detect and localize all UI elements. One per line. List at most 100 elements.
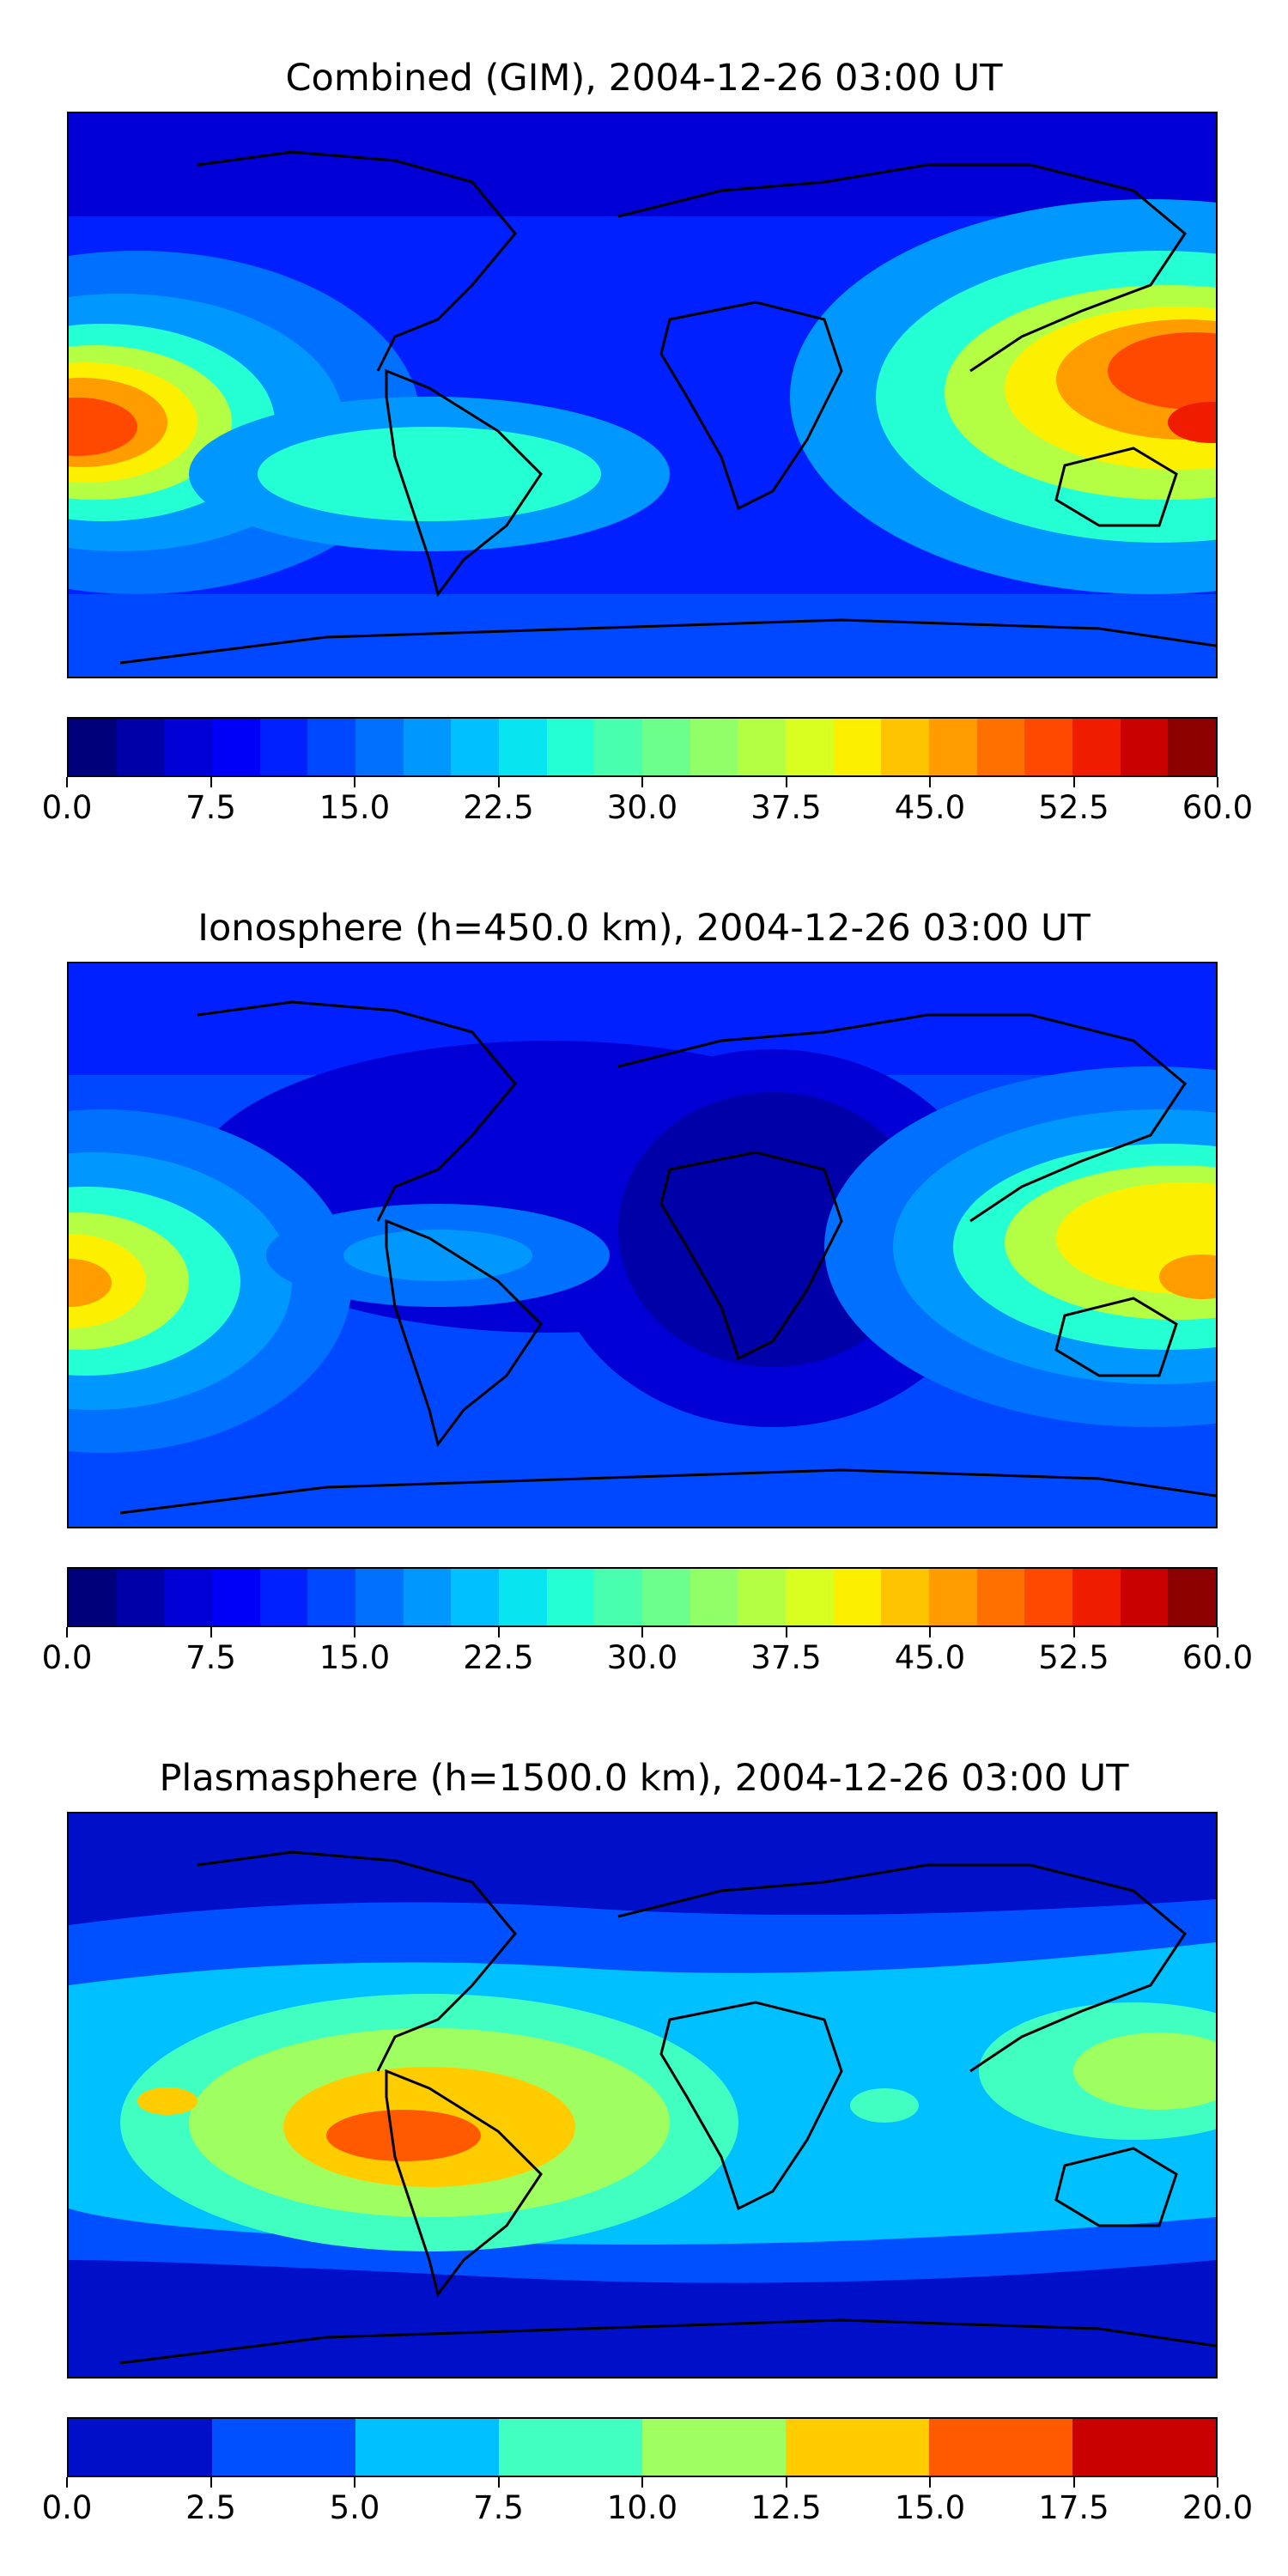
colorbar-segment <box>69 719 117 775</box>
colorbar-segment <box>1072 719 1121 775</box>
colorbar-tick <box>497 777 500 787</box>
colorbar-tick-label: 60.0 <box>1182 789 1254 826</box>
panel-3-title: Plasmasphere (h=1500.0 km), 2004-12-26 0… <box>159 1757 1129 1800</box>
colorbar-segment <box>116 719 165 775</box>
colorbar-tick <box>1217 1627 1218 1637</box>
colorbar-tick <box>929 1627 931 1637</box>
colorbar-tick <box>641 2477 643 2488</box>
colorbar-segment <box>786 1569 834 1625</box>
colorbar-segment <box>164 719 213 775</box>
panel-2-colorbar-ticks: 0.0 7.5 15.0 22.5 30.0 37.5 45.0 52.5 60.0 <box>42 1627 1253 1676</box>
colorbar-segment <box>833 719 882 775</box>
colorbar-tick-label: 0.0 <box>41 789 93 826</box>
colorbar-segment <box>116 1569 165 1625</box>
colorbar-segment <box>642 2419 786 2476</box>
colorbar-tick-label: 30.0 <box>606 1639 678 1676</box>
colorbar-tick-label: 0.0 <box>41 2489 93 2526</box>
colorbar-segment <box>212 1569 260 1625</box>
colorbar-tick <box>210 2477 212 2488</box>
colorbar-tick <box>929 777 931 787</box>
colorbar-tick-label: 22.5 <box>463 1639 534 1676</box>
colorbar-tick <box>1072 2477 1075 2488</box>
colorbar-tick <box>66 2477 68 2488</box>
colorbar-tick-label: 37.5 <box>750 789 822 826</box>
colorbar-tick-label: 52.5 <box>1038 1639 1109 1676</box>
colorbar-tick-label: 30.0 <box>606 789 678 826</box>
colorbar-tick <box>641 777 643 787</box>
colorbar-segment <box>355 719 404 775</box>
panel-1-map <box>67 112 1218 678</box>
colorbar-segment <box>259 1569 308 1625</box>
colorbar-segment <box>1072 1569 1121 1625</box>
colorbar-segment <box>1024 1569 1073 1625</box>
colorbar-tick-label: 45.0 <box>894 1639 966 1676</box>
colorbar-segment <box>355 1569 404 1625</box>
colorbar-tick-label: 17.5 <box>1038 2489 1109 2526</box>
colorbar-segment <box>929 719 977 775</box>
panel-1-colorbar <box>67 717 1218 777</box>
colorbar-segment <box>738 719 787 775</box>
colorbar-segment <box>690 719 738 775</box>
colorbar-segment <box>307 719 356 775</box>
colorbar-tick <box>785 2477 787 2488</box>
colorbar-segment <box>546 1569 595 1625</box>
colorbar-tick <box>497 1627 500 1637</box>
colorbar-tick-label: 22.5 <box>463 789 534 826</box>
panel-1-title: Combined (GIM), 2004-12-26 03:00 UT <box>285 57 1003 100</box>
colorbar-tick <box>641 1627 643 1637</box>
colorbar-segment <box>69 1569 117 1625</box>
colorbar-tick <box>1217 2477 1218 2488</box>
colorbar-tick <box>497 2477 500 2488</box>
colorbar-segment <box>786 2419 929 2476</box>
colorbar-tick <box>354 1627 355 1637</box>
colorbar-segment <box>451 719 500 775</box>
colorbar-tick <box>929 2477 931 2488</box>
colorbar-tick-label: 60.0 <box>1182 1639 1254 1676</box>
colorbar-segment <box>642 719 690 775</box>
panel-2-title: Ionosphere (h=450.0 km), 2004-12-26 03:0… <box>197 907 1091 950</box>
colorbar-tick-label: 52.5 <box>1038 789 1109 826</box>
colorbar-tick-label: 12.5 <box>750 2489 822 2526</box>
colorbar-tick-label: 5.0 <box>329 2489 380 2526</box>
colorbar-tick <box>1072 1627 1075 1637</box>
panel-2-colorbar <box>67 1567 1218 1627</box>
colorbar-tick <box>785 1627 787 1637</box>
colorbar-segment <box>499 2419 642 2476</box>
colorbar-segment <box>307 1569 356 1625</box>
colorbar-segment <box>1120 719 1169 775</box>
colorbar-tick-label: 7.5 <box>473 2489 524 2526</box>
colorbar-tick <box>354 777 355 787</box>
colorbar-segment <box>1168 1569 1217 1625</box>
colorbar-tick-label: 0.0 <box>41 1639 93 1676</box>
colorbar-segment <box>499 719 547 775</box>
colorbar-segment <box>69 2419 212 2476</box>
colorbar-tick-label: 2.5 <box>185 2489 236 2526</box>
colorbar-tick <box>1217 777 1218 787</box>
colorbar-segment <box>738 1569 787 1625</box>
panel-2-map <box>67 962 1218 1528</box>
colorbar-segment <box>881 719 930 775</box>
colorbar-tick-label: 37.5 <box>750 1639 822 1676</box>
panel-3-map <box>67 1812 1218 2379</box>
colorbar-segment <box>212 2419 355 2476</box>
colorbar-segment <box>546 719 595 775</box>
colorbar-segment <box>259 719 308 775</box>
colorbar-tick <box>66 1627 68 1637</box>
panel-3-colorbar-ticks: 0.0 2.5 5.0 7.5 10.0 12.5 15.0 17.5 20.0 <box>42 2477 1253 2526</box>
colorbar-segment <box>642 1569 690 1625</box>
colorbar-tick-label: 20.0 <box>1182 2489 1254 2526</box>
colorbar-tick-label: 7.5 <box>185 789 236 826</box>
panel-1-colorbar-ticks: 0.0 7.5 15.0 22.5 30.0 37.5 45.0 52.5 60.0 <box>42 777 1253 826</box>
colorbar-segment <box>403 1569 452 1625</box>
colorbar-tick <box>210 1627 212 1637</box>
colorbar-tick <box>210 777 212 787</box>
colorbar-segment <box>403 719 452 775</box>
colorbar-segment <box>1072 2419 1216 2476</box>
colorbar-segment <box>212 719 260 775</box>
colorbar-segment <box>355 2419 499 2476</box>
colorbar-segment <box>594 1569 643 1625</box>
colorbar-segment <box>929 1569 977 1625</box>
colorbar-segment <box>881 1569 930 1625</box>
colorbar-segment <box>1024 719 1073 775</box>
colorbar-tick <box>354 2477 355 2488</box>
